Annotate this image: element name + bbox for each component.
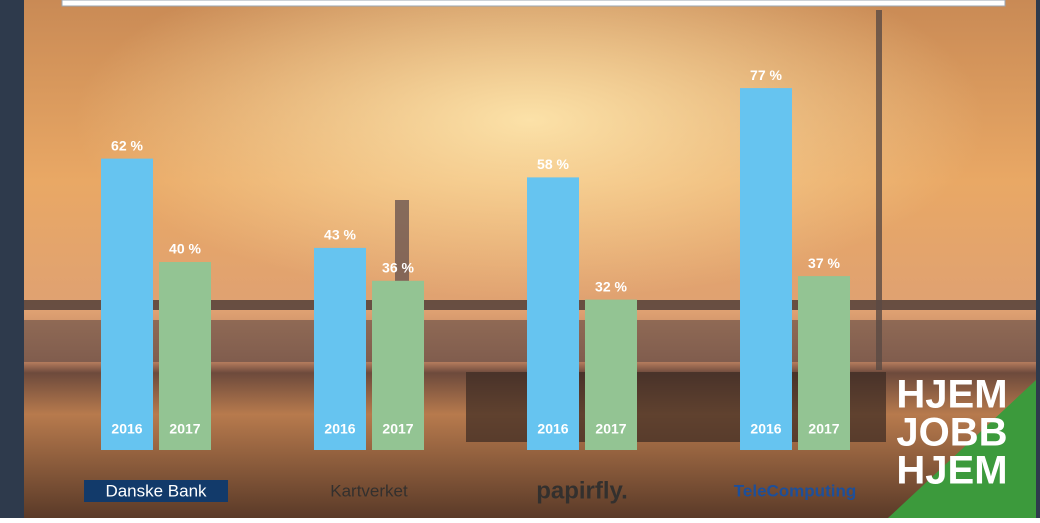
value-label: 36 % [382,260,414,276]
series-label: 2017 [382,421,413,437]
value-label: 77 % [750,67,782,83]
series-label: 2017 [808,421,839,437]
bar [314,248,366,450]
series-label: 2016 [537,421,568,437]
bar [101,159,153,450]
value-label: 62 % [111,137,143,153]
mast [876,10,882,370]
series-label: 2016 [111,421,142,437]
top-bar [62,0,1005,6]
category-logo: papirfly. [536,477,628,504]
series-label: 2017 [595,421,626,437]
value-label: 37 % [808,255,840,271]
bar [740,88,792,450]
slide: 62 % 2016 40 % 2017 Danske Bank 43 % 2016 36 % 2… [0,0,1040,518]
category-logo: Danske Bank [105,481,207,500]
value-label: 32 % [595,278,627,294]
series-label: 2016 [324,421,355,437]
value-label: 43 % [324,227,356,243]
category-logo: Kartverket [330,481,408,500]
series-label: 2016 [750,421,781,437]
brand-text: HJEM [896,449,1007,493]
bar [527,177,579,450]
value-label: 58 % [537,156,569,172]
series-label: 2017 [169,421,200,437]
value-label: 40 % [169,241,201,257]
category-logo: TeleComputing [734,481,856,500]
